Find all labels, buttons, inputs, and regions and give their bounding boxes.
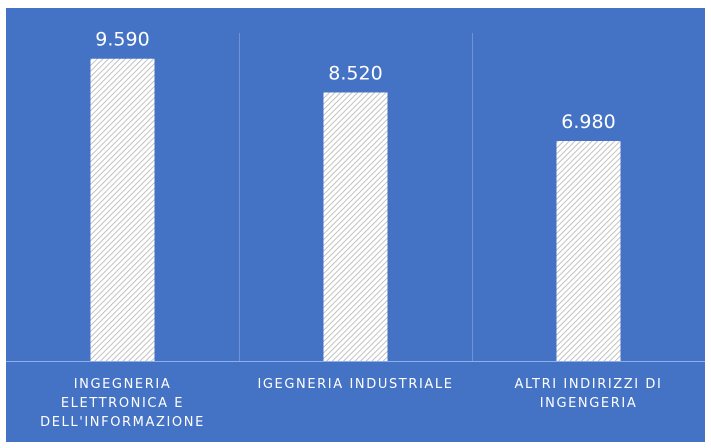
data-label: 8.520 xyxy=(328,62,382,84)
category-label: INGEGNERIA ELETTRONICA E DELL'INFORMAZIO… xyxy=(40,377,205,430)
bar-chart: 9.590 8.520 6.980 xyxy=(6,29,705,362)
data-label: 9.590 xyxy=(95,29,149,51)
bar xyxy=(90,58,155,362)
data-label: 6.980 xyxy=(561,111,615,133)
bar xyxy=(556,141,621,361)
bar xyxy=(323,92,388,361)
category-label: IGEGNERIA INDUSTRIALE xyxy=(257,377,454,392)
category-label: ALTRI INDIRIZZI DI INGENGERIA xyxy=(514,377,663,411)
chart-area: 9.590 8.520 6.980 INGEGNERIA ELETTRONICA E… xyxy=(6,8,705,442)
